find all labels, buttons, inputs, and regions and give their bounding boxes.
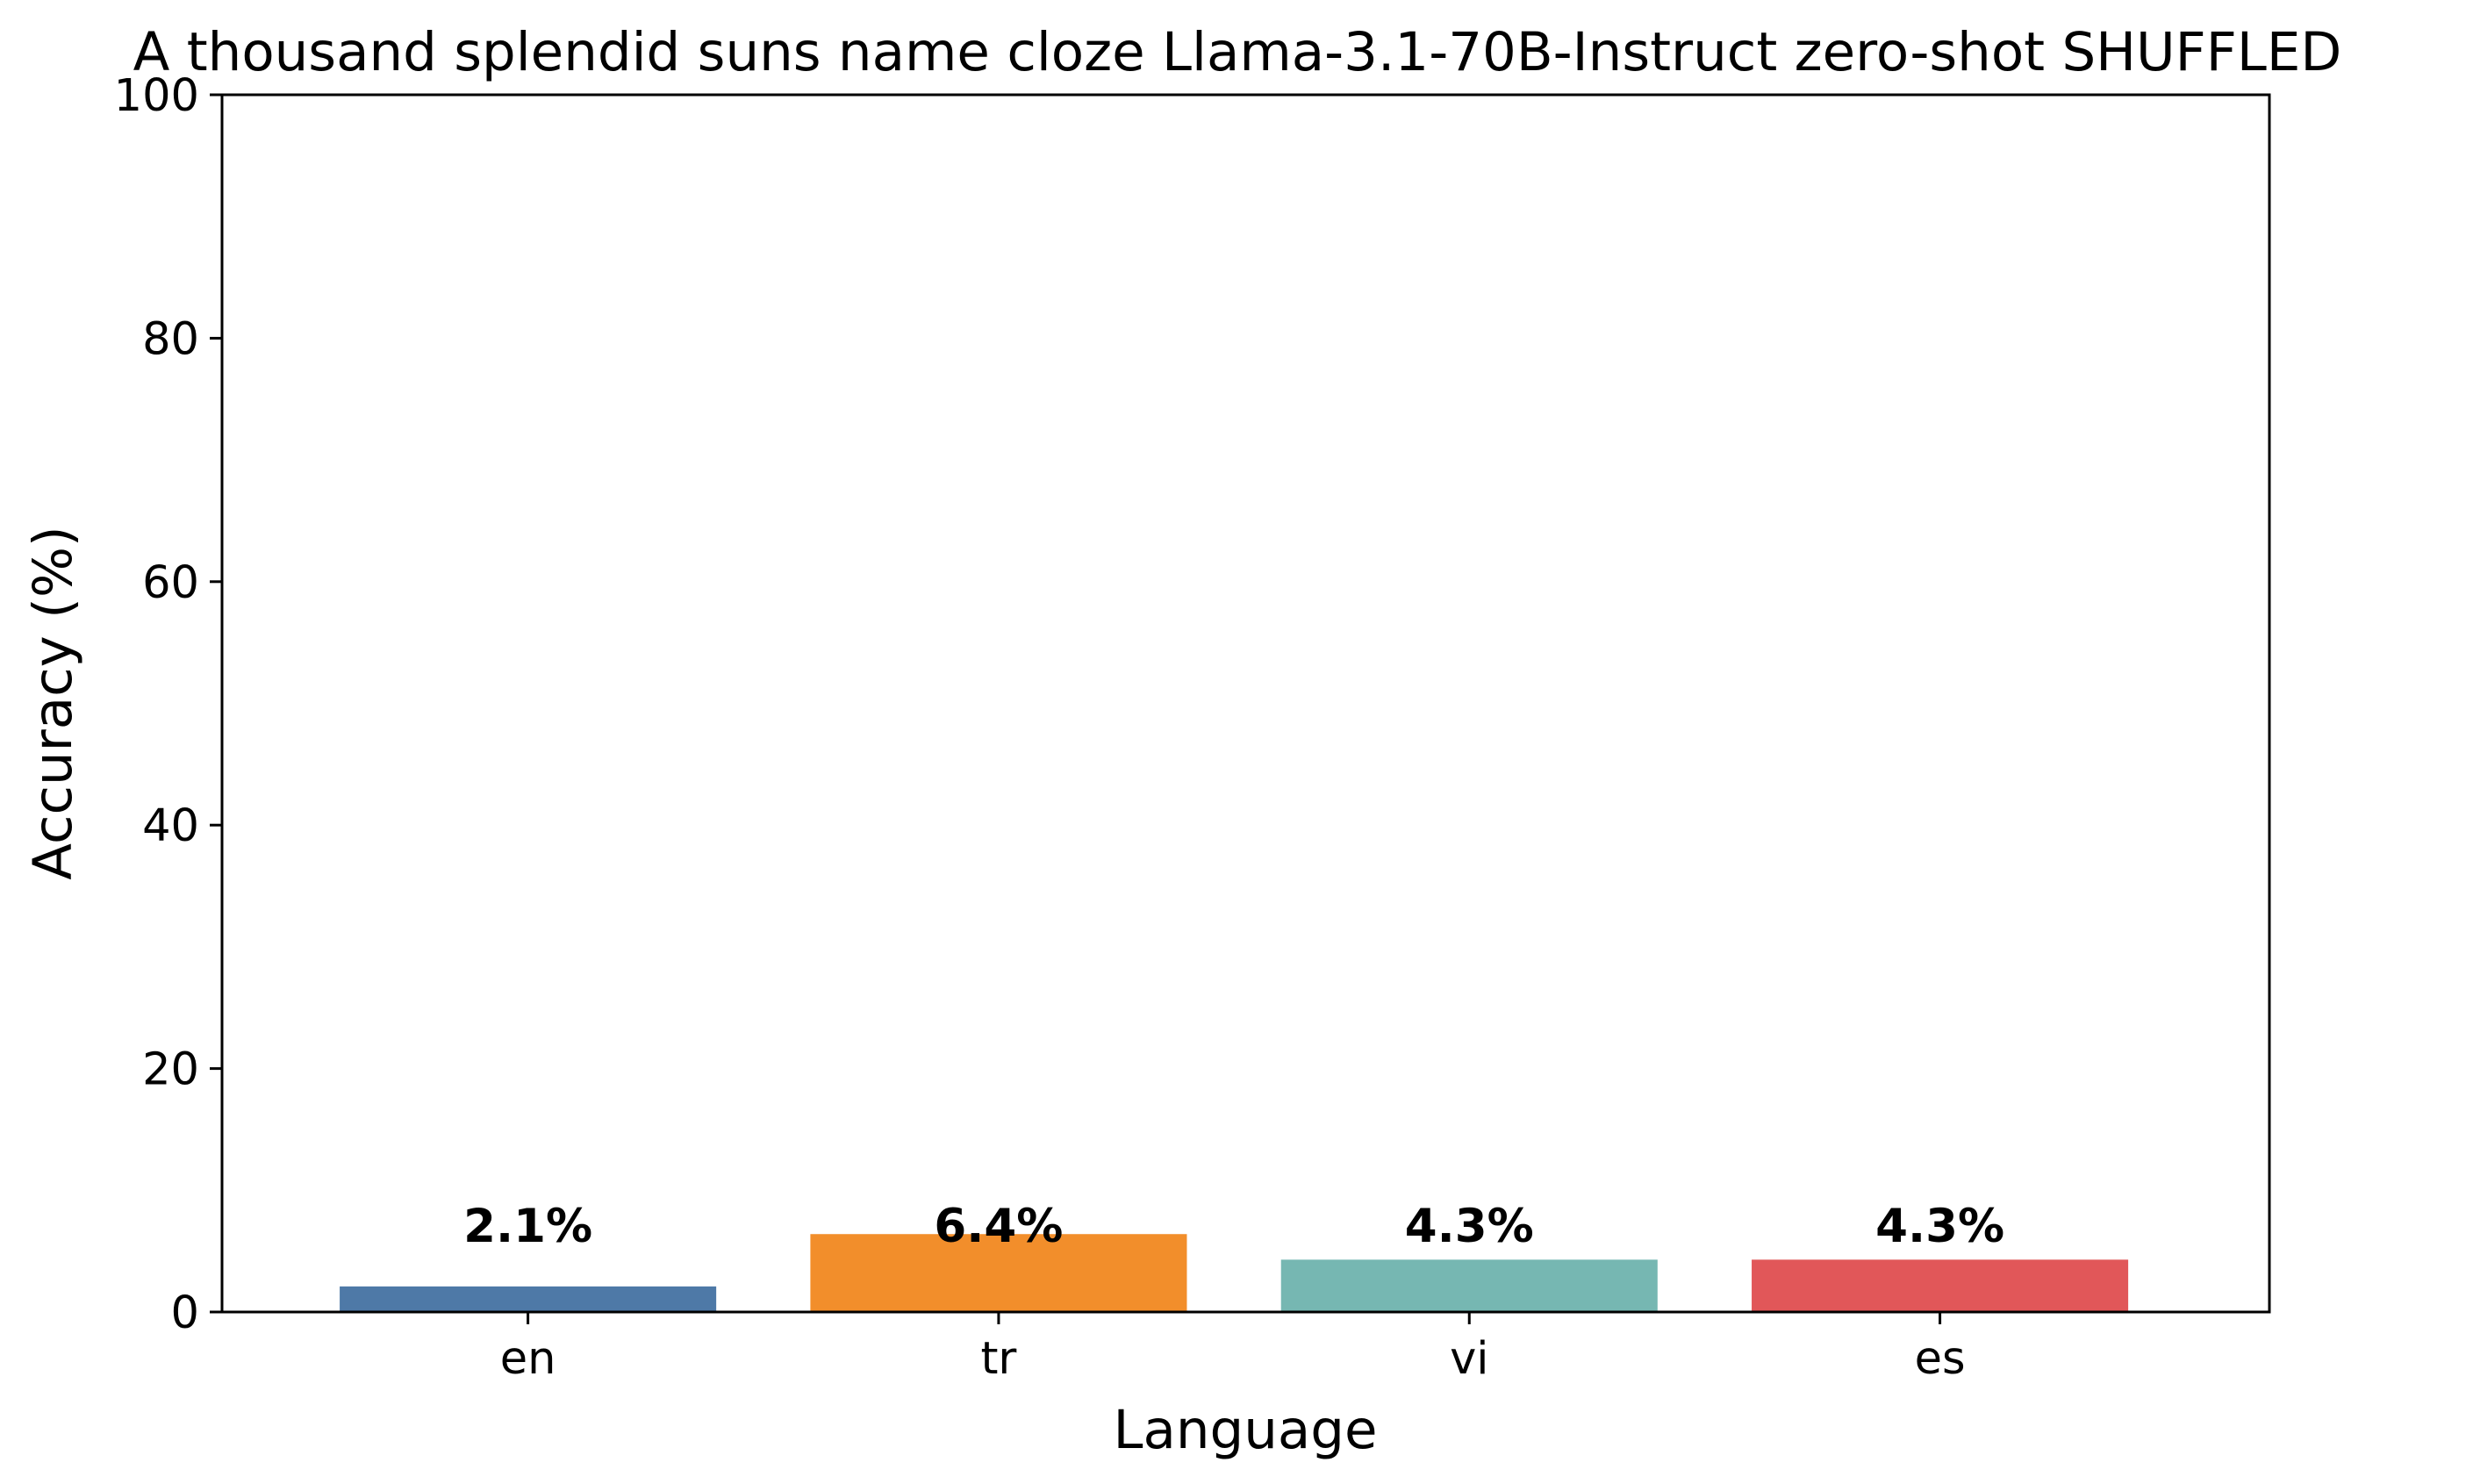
x-tick-label-tr: tr [980,1333,1016,1385]
y-tick-label: 40 [142,800,199,852]
y-axis-label: Accuracy (%) [22,526,84,879]
y-axis-ticks: 0 20 40 60 80 100 [114,70,222,1339]
bar-vi [1280,1259,1658,1312]
x-tick-label-es: es [1915,1333,1966,1385]
bar-en [340,1286,717,1312]
y-tick-label: 80 [142,313,199,365]
chart-title: A thousand splendid suns name cloze Llam… [133,21,2342,83]
bar-value-label-es: 4.3% [1875,1200,2004,1253]
x-axis-ticks: en tr vi es [500,1312,1966,1385]
y-tick-label: 100 [114,70,199,122]
plot-area-frame [220,93,2271,1314]
x-tick-label-vi: vi [1450,1333,1488,1385]
bars-group [340,1234,2129,1312]
y-tick-label: 0 [171,1287,199,1339]
bar-value-label-vi: 4.3% [1405,1200,1534,1253]
y-tick-label: 60 [142,557,199,609]
x-axis-label: Language [1113,1399,1377,1461]
y-tick-label: 20 [142,1044,199,1096]
bar-value-label-tr: 6.4% [934,1200,1063,1253]
x-tick-label-en: en [500,1333,556,1385]
bar-tr [810,1234,1187,1312]
bar-value-label-en: 2.1% [463,1200,592,1253]
bar-value-labels: 2.1% 6.4% 4.3% 4.3% [463,1200,2004,1253]
bar-es [1752,1259,2129,1312]
